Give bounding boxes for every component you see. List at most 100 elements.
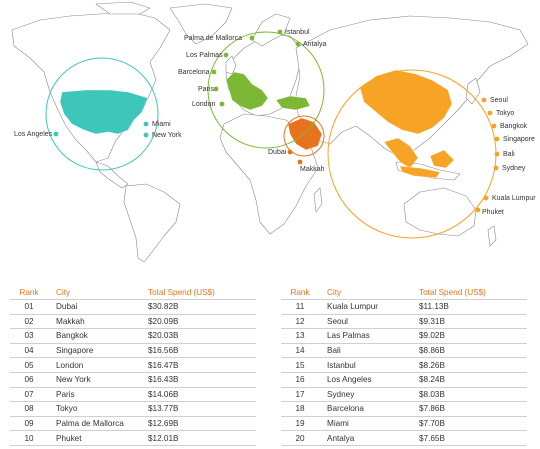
- city-cell: Sydney: [319, 387, 415, 403]
- rank-cell: 01: [10, 299, 48, 315]
- rank-cell: 15: [281, 357, 319, 373]
- city-label-sydney: Sydney: [502, 165, 526, 172]
- rank-cell: 10: [10, 430, 48, 446]
- indonesia-highlight: [399, 165, 441, 179]
- city-cell: Las Palmas: [319, 328, 415, 344]
- ranking-table-left: Rank City Total Spend (US$) 01 Dubai $30.8…: [10, 286, 256, 446]
- table-row: 06 New York $16.43B: [10, 372, 256, 388]
- spend-cell: $8.86B: [415, 343, 527, 359]
- table-row: 09 Palma de Mallorca $12.69B: [10, 416, 256, 432]
- city-cell: Tokyo: [48, 401, 144, 417]
- city-dot-makkah: [297, 159, 303, 165]
- rank-cell: 16: [281, 372, 319, 388]
- city-cell: Istanbul: [319, 357, 415, 373]
- header-spend: Total Spend (US$): [144, 286, 256, 300]
- rank-cell: 13: [281, 328, 319, 344]
- south-america-shape: [123, 183, 181, 262]
- city-label-los-palmas: Los Palmas: [186, 52, 223, 59]
- table-row: 08 Tokyo $13.77B: [10, 401, 256, 417]
- city-dot-sydney: [493, 165, 499, 171]
- city-cell: Paris: [48, 387, 144, 403]
- americas-circle: [45, 57, 159, 171]
- usa-highlight: [59, 89, 149, 135]
- city-dot-kuala-lumpur: [483, 195, 489, 201]
- city-dot-miami: [143, 121, 149, 127]
- city-dot-dubai: [287, 149, 293, 155]
- city-dot-istanbul: [277, 29, 283, 35]
- central-america-shape: [95, 161, 129, 189]
- turkey-highlight: [275, 95, 311, 111]
- header-rank: Rank: [281, 286, 319, 300]
- spend-cell: $16.47B: [144, 357, 256, 373]
- city-label-dubai: Dubai: [268, 149, 287, 156]
- table-row: 14 Bali $8.86B: [281, 343, 527, 359]
- city-label-tokyo: Tokyo: [496, 110, 514, 117]
- table-row: 05 London $16.47B: [10, 357, 256, 373]
- city-cell: Singapore: [48, 343, 144, 359]
- city-cell: London: [48, 357, 144, 373]
- spend-cell: $16.56B: [144, 343, 256, 359]
- table-row: 13 Las Palmas $9.02B: [281, 328, 527, 344]
- greenland-shape: [169, 3, 233, 45]
- city-cell: Los Angeles: [319, 372, 415, 388]
- spend-cell: $30.82B: [144, 299, 256, 315]
- world-map: Los Angeles Miami New York Palma de Mall…: [11, 1, 536, 262]
- city-label-makkah: Makkah: [300, 166, 325, 173]
- city-label-new-york: New York: [152, 132, 182, 139]
- city-cell: Dubai: [48, 299, 144, 315]
- city-label-kuala-lumpur: Kuala Lumpur: [492, 195, 536, 202]
- rank-cell: 07: [10, 387, 48, 403]
- rank-cell: 11: [281, 299, 319, 315]
- table-row: 03 Bangkok $20.03B: [10, 328, 256, 344]
- city-dot-los-palmas: [223, 52, 229, 58]
- city-label-los-angeles: Los Angeles: [14, 131, 53, 138]
- spend-cell: $7.86B: [415, 401, 527, 417]
- city-dot-palma-de-mallorca: [249, 35, 255, 41]
- city-cell: Barcelona: [319, 401, 415, 417]
- table-row: 11 Kuala Lumpur $11.13B: [281, 299, 527, 315]
- rank-cell: 02: [10, 314, 48, 330]
- rank-cell: 20: [281, 430, 319, 446]
- table-header-row: Rank City Total Spend (US$): [281, 286, 527, 300]
- city-cell: Antalya: [319, 430, 415, 446]
- arctic-islands-shape: [95, 1, 151, 15]
- new-zealand-shape: [487, 225, 497, 247]
- table-row: 04 Singapore $16.56B: [10, 343, 256, 359]
- city-label-bali: Bali: [503, 151, 515, 158]
- uk-shape: [225, 55, 237, 75]
- spend-cell: $8.26B: [415, 357, 527, 373]
- city-dot-los-angeles: [53, 131, 59, 137]
- table-header-row: Rank City Total Spend (US$): [10, 286, 256, 300]
- city-cell: Palma de Mallorca: [48, 416, 144, 432]
- city-label-paris: Paris: [198, 86, 214, 93]
- city-label-seoul: Seoul: [490, 97, 508, 104]
- rank-cell: 08: [10, 401, 48, 417]
- table-row: 10 Phuket $12.01B: [10, 430, 256, 446]
- city-dot-barcelona: [211, 69, 217, 75]
- city-cell: Phuket: [48, 430, 144, 446]
- city-dot-antalya: [295, 41, 301, 47]
- china-highlight: [359, 69, 453, 135]
- spend-cell: $14.06B: [144, 387, 256, 403]
- ranking-tables: Rank City Total Spend (US$) 01 Dubai $30.8…: [0, 286, 540, 449]
- city-label-miami: Miami: [152, 121, 171, 128]
- sea-highlight: [383, 137, 419, 169]
- spend-cell: $12.69B: [144, 416, 256, 432]
- city-cell: Seoul: [319, 314, 415, 330]
- city-cell: Bali: [319, 343, 415, 359]
- city-label-london: London: [192, 101, 215, 108]
- europe-highlight: [225, 71, 269, 111]
- table-row: 19 Miami $7.70B: [281, 416, 527, 432]
- australia-highlight: [429, 149, 455, 169]
- header-city: City: [48, 286, 144, 300]
- rank-cell: 12: [281, 314, 319, 330]
- city-dot-phuket: [475, 207, 481, 213]
- city-label-phuket: Phuket: [482, 209, 504, 216]
- city-dot-bangkok: [491, 123, 497, 129]
- city-cell: Bangkok: [48, 328, 144, 344]
- ranking-table-right: Rank City Total Spend (US$) 11 Kuala Lump…: [281, 286, 527, 446]
- madagascar-shape: [313, 187, 323, 213]
- city-dot-tokyo: [487, 110, 493, 116]
- city-dot-singapore: [494, 136, 500, 142]
- rank-cell: 14: [281, 343, 319, 359]
